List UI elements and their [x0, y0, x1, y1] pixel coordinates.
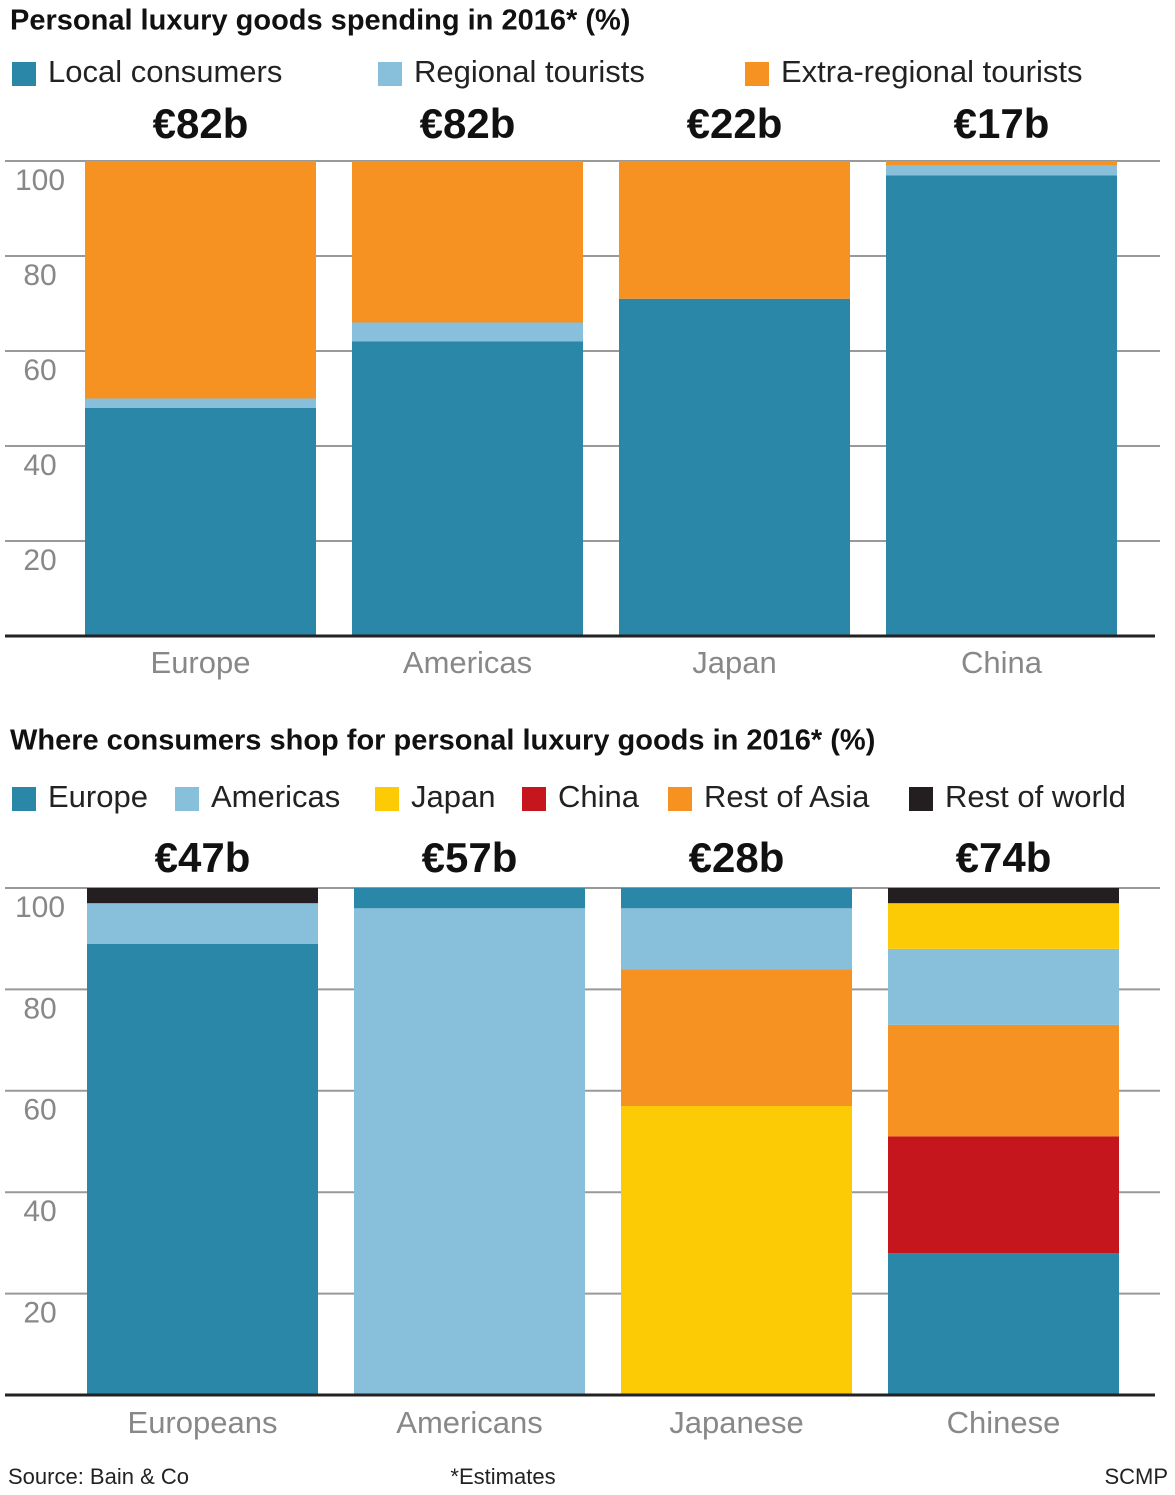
x-tick-label: Americans	[396, 1405, 542, 1440]
x-tick-label: Europe	[151, 645, 251, 680]
y-tick-label: 100	[15, 164, 65, 197]
legend-label: Rest of Asia	[704, 779, 870, 814]
total-label: €57b	[422, 834, 518, 881]
legend-label: Local consumers	[48, 54, 282, 89]
x-tick-label: Japan	[692, 645, 776, 680]
total-label: €74b	[956, 834, 1052, 881]
bar-segment	[621, 888, 852, 909]
x-tick-label: Europeans	[128, 1405, 278, 1440]
bar-segment	[87, 903, 318, 944]
total-label: €82b	[153, 100, 249, 147]
credit: SCMP	[1104, 1464, 1168, 1489]
source: Source: Bain & Co	[8, 1464, 189, 1489]
bar-segment	[619, 161, 850, 299]
legend-label: Americas	[211, 779, 340, 814]
y-tick-label: 60	[23, 354, 56, 387]
bar-segment	[352, 341, 583, 636]
y-tick-label: 20	[23, 544, 56, 577]
bar-segment	[888, 888, 1119, 904]
y-tick-label: 40	[23, 1195, 56, 1228]
legend-swatch	[378, 62, 402, 86]
x-tick-label: Chinese	[947, 1405, 1061, 1440]
y-tick-label: 100	[15, 891, 65, 924]
bar-segment	[85, 408, 316, 636]
x-tick-label: China	[961, 645, 1043, 680]
bar-segment	[87, 943, 318, 1395]
y-tick-label: 60	[23, 1094, 56, 1127]
x-tick-label: Americas	[403, 645, 532, 680]
legend-label: Rest of world	[945, 779, 1126, 814]
legend-swatch	[909, 787, 933, 811]
legend-swatch	[12, 62, 36, 86]
bar-segment	[888, 903, 1119, 949]
legend-swatch	[375, 787, 399, 811]
bar-segment	[87, 888, 318, 904]
bar-segment	[886, 175, 1117, 636]
bar-segment	[85, 398, 316, 408]
legend-swatch	[668, 787, 692, 811]
note: *Estimates	[450, 1464, 555, 1489]
legend-swatch	[12, 787, 36, 811]
y-tick-label: 20	[23, 1297, 56, 1330]
legend-label: Japan	[411, 779, 495, 814]
bar-segment	[621, 1106, 852, 1395]
x-tick-label: Japanese	[669, 1405, 803, 1440]
bar-segment	[354, 908, 585, 1395]
bar-segment	[354, 888, 585, 909]
y-tick-label: 80	[23, 992, 56, 1025]
legend-swatch	[522, 787, 546, 811]
total-label: €22b	[687, 100, 783, 147]
bar-segment	[886, 161, 1117, 166]
total-label: €28b	[689, 834, 785, 881]
bar-segment	[85, 161, 316, 399]
bar-segment	[352, 161, 583, 323]
legend-label: Extra-regional tourists	[781, 54, 1083, 89]
bar-segment	[886, 165, 1117, 176]
y-tick-label: 80	[23, 259, 56, 292]
bar-segment	[619, 298, 850, 636]
y-tick-label: 40	[23, 449, 56, 482]
total-label: €47b	[155, 834, 251, 881]
bar-segment	[621, 908, 852, 970]
legend-swatch	[175, 787, 199, 811]
legend-label: Europe	[48, 779, 148, 814]
bar-segment	[888, 1253, 1119, 1395]
bar-segment	[888, 1136, 1119, 1254]
legend-label: Regional tourists	[414, 54, 645, 89]
bar-segment	[888, 1024, 1119, 1137]
total-label: €17b	[954, 100, 1050, 147]
bar-segment	[352, 322, 583, 342]
chart-title: Personal luxury goods spending in 2016* …	[10, 5, 630, 37]
legend-swatch	[745, 62, 769, 86]
legend-label: China	[558, 779, 640, 814]
chart-title: Where consumers shop for personal luxury…	[10, 725, 875, 757]
bar-segment	[888, 948, 1119, 1025]
total-label: €82b	[420, 100, 516, 147]
bar-segment	[621, 969, 852, 1107]
